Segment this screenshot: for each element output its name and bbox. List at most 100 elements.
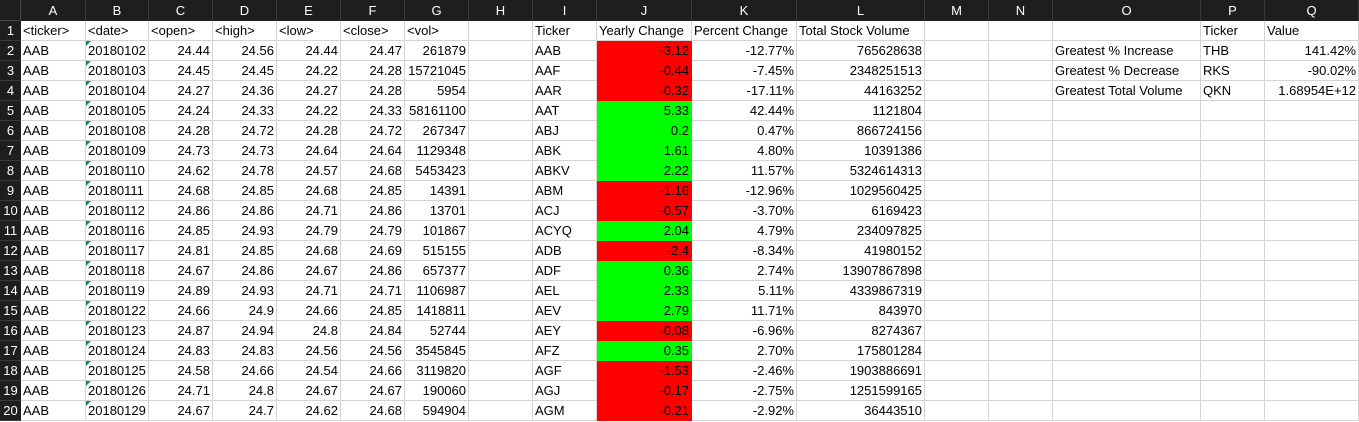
cell-i20[interactable]: AGM [533,401,597,421]
cell-b19[interactable]: 20180126 [86,381,149,401]
cell-k16[interactable]: -6.96% [692,321,797,341]
cell-j3[interactable]: -0.44 [597,61,692,81]
cell-o17[interactable] [1053,341,1201,361]
cell-h8[interactable] [469,161,533,181]
cell-q14[interactable] [1265,281,1359,301]
cell-i7[interactable]: ABK [533,141,597,161]
cell-k12[interactable]: -8.34% [692,241,797,261]
cell-g15[interactable]: 1418811 [405,301,469,321]
cell-q9[interactable] [1265,181,1359,201]
cell-q13[interactable] [1265,261,1359,281]
cell-i9[interactable]: ABM [533,181,597,201]
cell-n16[interactable] [989,321,1053,341]
cell-k9[interactable]: -12.96% [692,181,797,201]
cell-b3[interactable]: 20180103 [86,61,149,81]
cell-l4[interactable]: 44163252 [797,81,925,101]
cell-e18[interactable]: 24.54 [277,361,341,381]
row-header-10[interactable]: 10 [0,201,21,221]
column-header-b[interactable]: B [86,0,149,21]
cell-c1[interactable]: <open> [149,21,213,41]
cell-d17[interactable]: 24.83 [213,341,277,361]
cell-c13[interactable]: 24.67 [149,261,213,281]
cell-g7[interactable]: 1129348 [405,141,469,161]
cell-e9[interactable]: 24.68 [277,181,341,201]
cell-l7[interactable]: 10391386 [797,141,925,161]
cell-a17[interactable]: AAB [21,341,86,361]
cell-j2[interactable]: -3.12 [597,41,692,61]
row-header-6[interactable]: 6 [0,121,21,141]
cell-e2[interactable]: 24.44 [277,41,341,61]
cell-p15[interactable] [1201,301,1265,321]
cell-g20[interactable]: 594904 [405,401,469,421]
cell-o18[interactable] [1053,361,1201,381]
cell-n8[interactable] [989,161,1053,181]
cell-k14[interactable]: 5.11% [692,281,797,301]
column-header-k[interactable]: K [692,0,797,21]
cell-h14[interactable] [469,281,533,301]
row-header-14[interactable]: 14 [0,281,21,301]
cell-q8[interactable] [1265,161,1359,181]
cell-n13[interactable] [989,261,1053,281]
cell-q10[interactable] [1265,201,1359,221]
cell-e12[interactable]: 24.68 [277,241,341,261]
cell-c3[interactable]: 24.45 [149,61,213,81]
cell-f18[interactable]: 24.66 [341,361,405,381]
cell-n12[interactable] [989,241,1053,261]
cell-p14[interactable] [1201,281,1265,301]
cell-p6[interactable] [1201,121,1265,141]
cell-j20[interactable]: -0.21 [597,401,692,421]
cell-m16[interactable] [925,321,989,341]
cell-n20[interactable] [989,401,1053,421]
cell-j16[interactable]: -0.08 [597,321,692,341]
cell-k10[interactable]: -3.70% [692,201,797,221]
cell-c18[interactable]: 24.58 [149,361,213,381]
cell-o11[interactable] [1053,221,1201,241]
cell-m14[interactable] [925,281,989,301]
cell-p9[interactable] [1201,181,1265,201]
cell-l13[interactable]: 13907867898 [797,261,925,281]
cell-l2[interactable]: 765628638 [797,41,925,61]
cell-f4[interactable]: 24.28 [341,81,405,101]
cell-o19[interactable] [1053,381,1201,401]
row-header-19[interactable]: 19 [0,381,21,401]
column-header-i[interactable]: I [533,0,597,21]
cell-m13[interactable] [925,261,989,281]
cell-q11[interactable] [1265,221,1359,241]
cell-k13[interactable]: 2.74% [692,261,797,281]
row-header-8[interactable]: 8 [0,161,21,181]
cell-o20[interactable] [1053,401,1201,421]
cell-e6[interactable]: 24.28 [277,121,341,141]
cell-g3[interactable]: 15721045 [405,61,469,81]
cell-l18[interactable]: 1903886691 [797,361,925,381]
cell-h16[interactable] [469,321,533,341]
cell-d6[interactable]: 24.72 [213,121,277,141]
cell-f7[interactable]: 24.64 [341,141,405,161]
cell-a1[interactable]: <ticker> [21,21,86,41]
column-header-l[interactable]: L [797,0,925,21]
cell-a6[interactable]: AAB [21,121,86,141]
cell-h9[interactable] [469,181,533,201]
cell-b15[interactable]: 20180122 [86,301,149,321]
cell-o5[interactable] [1053,101,1201,121]
cell-k7[interactable]: 4.80% [692,141,797,161]
cell-i18[interactable]: AGF [533,361,597,381]
cell-d7[interactable]: 24.73 [213,141,277,161]
cell-k4[interactable]: -17.11% [692,81,797,101]
row-header-13[interactable]: 13 [0,261,21,281]
cell-q17[interactable] [1265,341,1359,361]
cell-e8[interactable]: 24.57 [277,161,341,181]
cell-k2[interactable]: -12.77% [692,41,797,61]
cell-b14[interactable]: 20180119 [86,281,149,301]
cell-c11[interactable]: 24.85 [149,221,213,241]
cell-b10[interactable]: 20180112 [86,201,149,221]
cell-e4[interactable]: 24.27 [277,81,341,101]
cell-m18[interactable] [925,361,989,381]
cell-d20[interactable]: 24.7 [213,401,277,421]
cell-c19[interactable]: 24.71 [149,381,213,401]
cell-m12[interactable] [925,241,989,261]
cell-i6[interactable]: ABJ [533,121,597,141]
cell-f10[interactable]: 24.86 [341,201,405,221]
cell-f1[interactable]: <close> [341,21,405,41]
cell-b4[interactable]: 20180104 [86,81,149,101]
cell-h13[interactable] [469,261,533,281]
